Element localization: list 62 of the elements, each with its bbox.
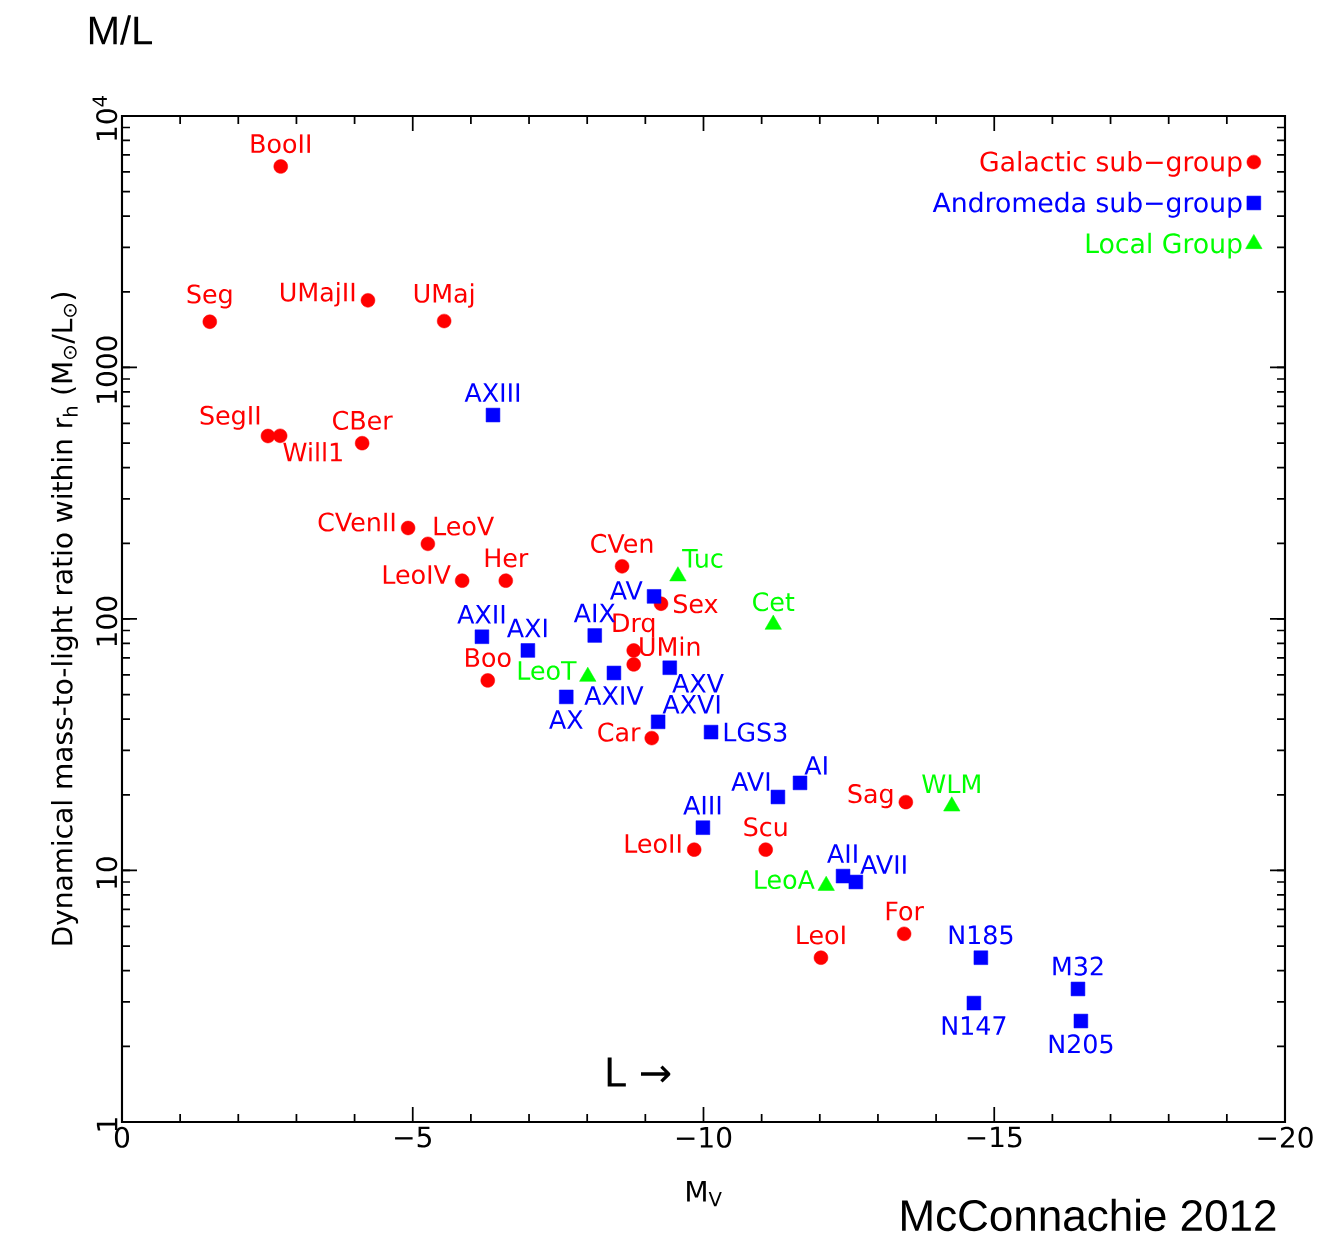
annotation: WLM xyxy=(922,774,980,794)
annotation: N147 xyxy=(942,1016,1006,1035)
x-tick-label: −10 xyxy=(676,1126,732,1148)
annotation: Seg xyxy=(187,284,232,309)
annotation: AXI xyxy=(506,618,547,638)
x-tick-label: −15 xyxy=(967,1126,1022,1148)
annotation: M32 xyxy=(1053,956,1103,976)
annotation: SegII xyxy=(200,405,260,430)
annotation: AXV xyxy=(672,674,724,693)
annotation: L → xyxy=(607,1057,671,1087)
annotation: Sag xyxy=(848,784,893,809)
annotation: N205 xyxy=(1049,1034,1113,1054)
annotation: CVenII xyxy=(318,512,395,532)
y-axis-title: Dynamical mass-to-light ratio within r$_{h}$ (M$_{⊙}$/L$_{⊙}$) xyxy=(50,293,79,945)
annotation: AVII xyxy=(860,855,906,874)
y-tick-label: 10$^{4}$ xyxy=(92,96,118,140)
annotation: Tuc xyxy=(682,549,723,568)
annotation: AV xyxy=(609,581,643,600)
legend-label: Andromeda sub−group xyxy=(932,191,1242,218)
annotation: Will1 xyxy=(283,442,342,462)
chart-title: M/L xyxy=(89,15,153,45)
text: McConnachie 2012 xyxy=(902,1198,1276,1232)
annotation: LeoT xyxy=(518,661,577,681)
y-tick-label: 1000 xyxy=(96,336,118,403)
annotation: Drq xyxy=(613,613,655,638)
annotation: N185 xyxy=(949,925,1013,945)
annotation: UMaj xyxy=(414,283,474,308)
annotation: AX xyxy=(549,710,583,729)
annotation: LeoV xyxy=(434,516,494,536)
annotation: Boo xyxy=(466,648,511,668)
annotation: Her xyxy=(485,548,529,568)
legend-label: Galactic sub−group xyxy=(980,150,1242,177)
annotation: CVen xyxy=(591,533,653,554)
annotation: BooII xyxy=(251,134,310,154)
annotation: LeoIV xyxy=(383,565,451,585)
annotation: Cet xyxy=(753,592,795,612)
y-tick-label: 10 xyxy=(96,857,118,888)
annotation: AII xyxy=(827,844,857,863)
annotation: LeoI xyxy=(797,925,845,945)
annotation: AXII xyxy=(457,605,505,624)
legend-label: Local Group xyxy=(1086,232,1242,259)
annotation: AXIV xyxy=(584,686,644,705)
annotation: Scu xyxy=(744,817,787,837)
x-tick-label: −5 xyxy=(395,1126,431,1148)
y-tick-label: 100 xyxy=(96,596,118,646)
annotation: AI xyxy=(804,756,827,775)
annotation: Sex xyxy=(673,594,718,614)
annotation: Car xyxy=(598,722,641,742)
annotation: AVI xyxy=(731,772,770,791)
annotation: UMajII xyxy=(280,282,355,307)
annotation: UMin xyxy=(640,636,700,657)
annotation: AXVI xyxy=(662,695,720,714)
annotation: For xyxy=(886,901,924,921)
annotation: AXIII xyxy=(464,383,520,402)
annotation: LeoII xyxy=(625,834,681,854)
annotation: AIII xyxy=(683,795,721,815)
x-axis-title: M$_{V}$ xyxy=(687,1181,722,1207)
annotation: CBer xyxy=(333,410,393,430)
annotation: LeoA xyxy=(755,870,815,890)
x-tick-label: −20 xyxy=(1258,1126,1313,1148)
annotation: LGS3 xyxy=(724,722,787,742)
annotation: AIX xyxy=(573,603,616,623)
